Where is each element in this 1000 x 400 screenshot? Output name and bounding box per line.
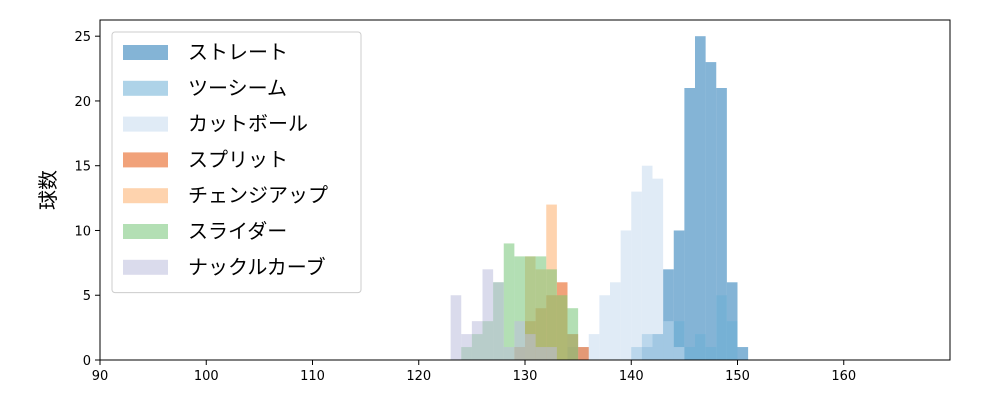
bar-series-1-bin-8 — [716, 295, 727, 360]
legend-label-5: スライダー — [188, 219, 287, 243]
bar-series-5-bin-9 — [556, 295, 568, 360]
y-tick-label-0: 0 — [83, 354, 91, 369]
legend-label-3: スプリット — [188, 147, 288, 171]
legend-swatch-3 — [123, 152, 168, 168]
bar-series-0-bin-5 — [695, 36, 706, 360]
y-tick-label-2: 10 — [74, 224, 91, 239]
bar-series-5-bin-5 — [514, 256, 525, 360]
legend-swatch-1 — [123, 80, 168, 96]
bar-series-5-bin-7 — [535, 256, 547, 360]
legend-swatch-5 — [123, 224, 168, 239]
legend-label-4: チェンジアップ — [188, 183, 328, 207]
bar-series-2-bin-7 — [641, 165, 653, 360]
legend-swatch-4 — [123, 188, 168, 204]
bar-series-6-bin-5 — [503, 347, 515, 360]
bar-series-6-bin-3 — [482, 269, 494, 360]
bar-series-0-bin-6 — [705, 62, 717, 360]
legend-label-2: カットボール — [188, 112, 308, 136]
legend-swatch-0 — [123, 45, 168, 60]
y-tick-label-5: 25 — [74, 30, 91, 45]
bar-series-0-bin-9 — [737, 347, 749, 360]
bar-series-5-bin-6 — [525, 256, 536, 360]
legend-swatch-2 — [123, 116, 168, 132]
legend-label-0: ストレート — [188, 40, 288, 64]
bar-series-6-bin-0 — [450, 295, 462, 360]
bar-series-0-bin-2 — [663, 269, 674, 360]
bar-series-2-bin-9 — [663, 321, 674, 360]
y-tick-label-4: 20 — [74, 95, 91, 110]
bar-series-6-bin-4 — [493, 282, 504, 360]
x-tick-label-5: 140 — [619, 369, 644, 384]
y-tick-label-1: 5 — [83, 289, 91, 304]
bar-series-6-bin-9 — [546, 347, 557, 360]
legend-box — [111, 31, 362, 294]
x-tick-label-3: 120 — [406, 369, 431, 384]
bar-series-6-bin-7 — [525, 334, 536, 360]
bars-layer — [450, 36, 749, 360]
bar-series-2-bin-5 — [620, 230, 632, 360]
bar-series-3-bin-6 — [578, 347, 589, 360]
bar-series-1-bin-6 — [695, 334, 706, 360]
bar-series-6-bin-2 — [471, 321, 483, 360]
bar-series-1-bin-4 — [673, 321, 685, 360]
x-axis: 90 100 110 120 130 140 150 160 — [92, 360, 856, 384]
bar-series-2-bin-2 — [588, 334, 600, 360]
bar-series-2-bin-6 — [631, 191, 642, 360]
x-tick-label-4: 130 — [513, 369, 538, 384]
bar-series-0-bin-4 — [684, 88, 695, 360]
legend-swatch-6 — [123, 259, 168, 275]
bar-series-2-bin-4 — [610, 282, 621, 360]
x-tick-label-6: 150 — [725, 369, 750, 384]
legend-label-6: ナックルカーブ — [188, 255, 326, 279]
bar-series-0-bin-3 — [673, 230, 685, 360]
x-tick-label-7: 160 — [831, 369, 856, 384]
bar-series-1-bin-7 — [705, 347, 717, 360]
bar-series-2-bin-3 — [599, 295, 610, 360]
y-tick-label-3: 15 — [74, 160, 91, 175]
y-axis-label: 球数 — [36, 170, 60, 210]
bar-series-1-bin-9 — [726, 321, 738, 360]
bar-series-2-bin-10 — [673, 347, 685, 360]
legend-label-1: ツーシーム — [188, 76, 287, 100]
x-tick-label-1: 100 — [194, 369, 219, 384]
series-2 — [567, 165, 685, 360]
y-axis: 0 5 10 15 20 25 — [74, 30, 100, 369]
bar-series-6-bin-6 — [514, 321, 525, 360]
bar-series-5-bin-8 — [546, 269, 557, 360]
x-tick-label-0: 90 — [92, 369, 109, 384]
x-tick-label-2: 110 — [300, 369, 325, 384]
bar-series-1-bin-5 — [684, 347, 695, 360]
bar-series-5-bin-4 — [503, 243, 515, 360]
bar-series-6-bin-1 — [461, 334, 472, 360]
bar-series-5-bin-10 — [567, 308, 579, 360]
series-6 — [450, 269, 557, 360]
bar-series-0-bin-7 — [716, 88, 727, 360]
bar-series-2-bin-8 — [652, 178, 664, 360]
bar-series-6-bin-8 — [535, 347, 547, 360]
